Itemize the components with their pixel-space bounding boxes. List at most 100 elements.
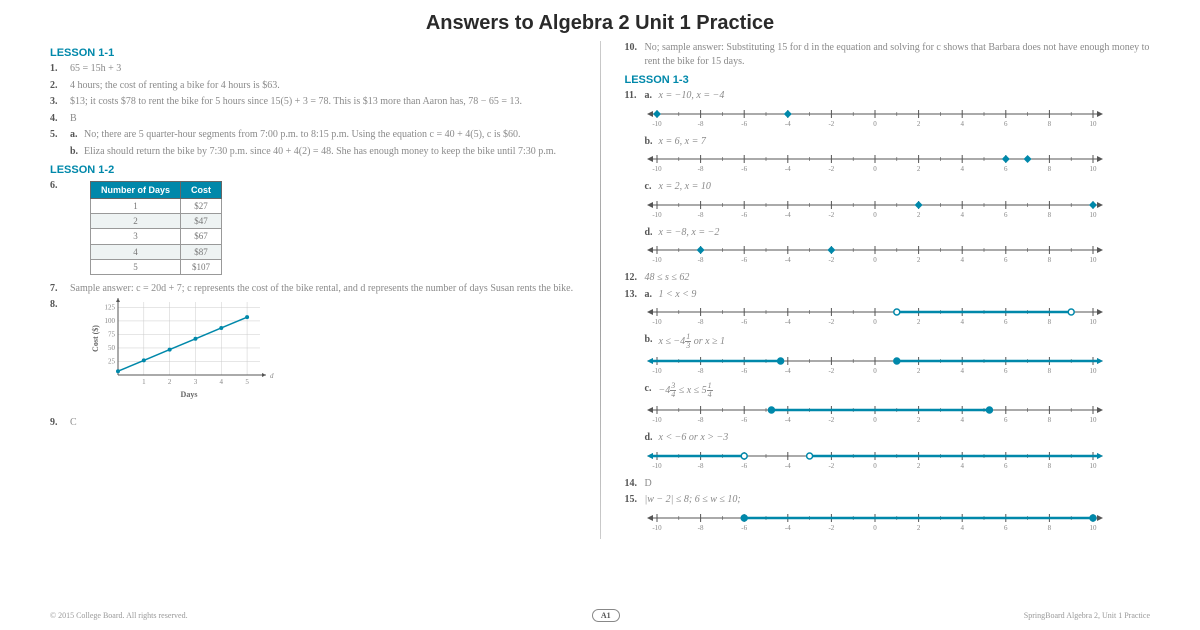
svg-text:0: 0	[873, 120, 877, 128]
svg-text:2: 2	[916, 120, 920, 128]
q9: C	[70, 416, 576, 430]
svg-text:-2: -2	[828, 211, 834, 219]
svg-text:4: 4	[960, 524, 964, 532]
svg-text:-6: -6	[741, 256, 747, 264]
nl-11a: -10-8-6-4-20246810	[645, 106, 1151, 131]
svg-text:-8: -8	[697, 524, 703, 532]
footer-left: © 2015 College Board. All rights reserve…	[50, 611, 188, 620]
svg-text:8: 8	[1047, 367, 1051, 375]
svg-text:1: 1	[142, 378, 146, 386]
svg-text:-8: -8	[697, 416, 703, 424]
svg-text:0: 0	[873, 165, 877, 173]
svg-text:6: 6	[1004, 462, 1008, 470]
svg-text:-2: -2	[828, 120, 834, 128]
svg-text:2: 2	[916, 165, 920, 173]
svg-text:125: 125	[105, 304, 116, 312]
page-title: Answers to Algebra 2 Unit 1 Practice	[50, 12, 1150, 35]
svg-text:10: 10	[1089, 256, 1097, 264]
svg-text:0: 0	[873, 462, 877, 470]
svg-text:-6: -6	[741, 318, 747, 326]
svg-text:5: 5	[245, 378, 249, 386]
svg-text:-8: -8	[697, 367, 703, 375]
svg-text:-4: -4	[784, 318, 790, 326]
svg-text:-2: -2	[828, 367, 834, 375]
svg-text:2: 2	[168, 378, 172, 386]
svg-text:-10: -10	[652, 318, 662, 326]
svg-text:-4: -4	[784, 211, 790, 219]
nl-11b: -10-8-6-4-20246810	[645, 151, 1151, 176]
nl-15: -10-8-6-4-20246810	[645, 510, 1151, 535]
nl-11d: -10-8-6-4-20246810	[645, 242, 1151, 267]
svg-text:-10: -10	[652, 416, 662, 424]
svg-text:8: 8	[1047, 524, 1051, 532]
q11c: x = 2, x = 10	[659, 180, 1151, 194]
q15: |w − 2| ≤ 8; 6 ≤ w ≤ 10;	[645, 493, 1151, 507]
svg-text:-6: -6	[741, 524, 747, 532]
svg-text:-6: -6	[741, 462, 747, 470]
svg-text:8: 8	[1047, 256, 1051, 264]
svg-text:-4: -4	[784, 165, 790, 173]
svg-text:-6: -6	[741, 120, 747, 128]
q3: $13; it costs $78 to rent the bike for 5…	[70, 95, 576, 109]
q13c: −434 ≤ x ≤ 514	[659, 382, 1151, 399]
q5a: No; there are 5 quarter-hour segments fr…	[84, 128, 576, 142]
svg-text:-2: -2	[828, 256, 834, 264]
svg-text:10: 10	[1089, 367, 1097, 375]
svg-text:-2: -2	[828, 165, 834, 173]
svg-text:-8: -8	[697, 318, 703, 326]
svg-text:4: 4	[960, 416, 964, 424]
svg-text:10: 10	[1089, 211, 1097, 219]
svg-text:-2: -2	[828, 524, 834, 532]
svg-text:-10: -10	[652, 211, 662, 219]
q5b: Eliza should return the bike by 7:30 p.m…	[84, 145, 576, 159]
svg-text:10: 10	[1089, 462, 1097, 470]
svg-text:75: 75	[108, 331, 116, 339]
svg-text:0: 0	[873, 211, 877, 219]
svg-text:3: 3	[194, 378, 198, 386]
q1: 65 = 15h + 3	[70, 62, 576, 76]
svg-text:-2: -2	[828, 462, 834, 470]
svg-text:2: 2	[916, 524, 920, 532]
svg-text:8: 8	[1047, 120, 1051, 128]
cost-chart: 12345255075100125DaysCost ($)dc	[90, 298, 290, 408]
svg-text:2: 2	[916, 211, 920, 219]
q4: B	[70, 112, 576, 126]
svg-text:-2: -2	[828, 416, 834, 424]
svg-text:-8: -8	[697, 211, 703, 219]
svg-text:8: 8	[1047, 318, 1051, 326]
svg-text:Days: Days	[181, 390, 198, 399]
lesson-1-1-head: LESSON 1-1	[50, 47, 576, 59]
svg-text:-10: -10	[652, 367, 662, 375]
svg-text:4: 4	[960, 211, 964, 219]
svg-text:-6: -6	[741, 165, 747, 173]
svg-text:10: 10	[1089, 165, 1097, 173]
lesson-1-2-head: LESSON 1-2	[50, 164, 576, 176]
svg-text:2: 2	[916, 318, 920, 326]
nl-13b: -10-8-6-4-20246810	[645, 353, 1151, 378]
svg-text:4: 4	[960, 462, 964, 470]
svg-text:0: 0	[873, 524, 877, 532]
svg-text:50: 50	[108, 344, 116, 352]
svg-text:6: 6	[1004, 165, 1008, 173]
q11d: x = −8, x = −2	[659, 226, 1151, 240]
svg-text:-10: -10	[652, 256, 662, 264]
svg-text:0: 0	[873, 256, 877, 264]
svg-text:-8: -8	[697, 120, 703, 128]
q2: 4 hours; the cost of renting a bike for …	[70, 79, 576, 93]
q11a: x = −10, x = −4	[659, 89, 1151, 103]
nl-13d: -10-8-6-4-20246810	[645, 448, 1151, 473]
svg-text:8: 8	[1047, 416, 1051, 424]
svg-text:-10: -10	[652, 120, 662, 128]
svg-text:6: 6	[1004, 211, 1008, 219]
svg-text:6: 6	[1004, 318, 1008, 326]
svg-text:4: 4	[960, 256, 964, 264]
svg-text:6: 6	[1004, 524, 1008, 532]
svg-text:8: 8	[1047, 462, 1051, 470]
nl-11c: -10-8-6-4-20246810	[645, 197, 1151, 222]
q12: 48 ≤ s ≤ 62	[645, 271, 1151, 285]
q14: D	[645, 477, 1151, 491]
column-divider	[600, 41, 601, 539]
nl-13a: -10-8-6-4-20246810	[645, 304, 1151, 329]
svg-text:d: d	[270, 372, 274, 380]
right-column: 10.No; sample answer: Substituting 15 fo…	[625, 41, 1151, 539]
